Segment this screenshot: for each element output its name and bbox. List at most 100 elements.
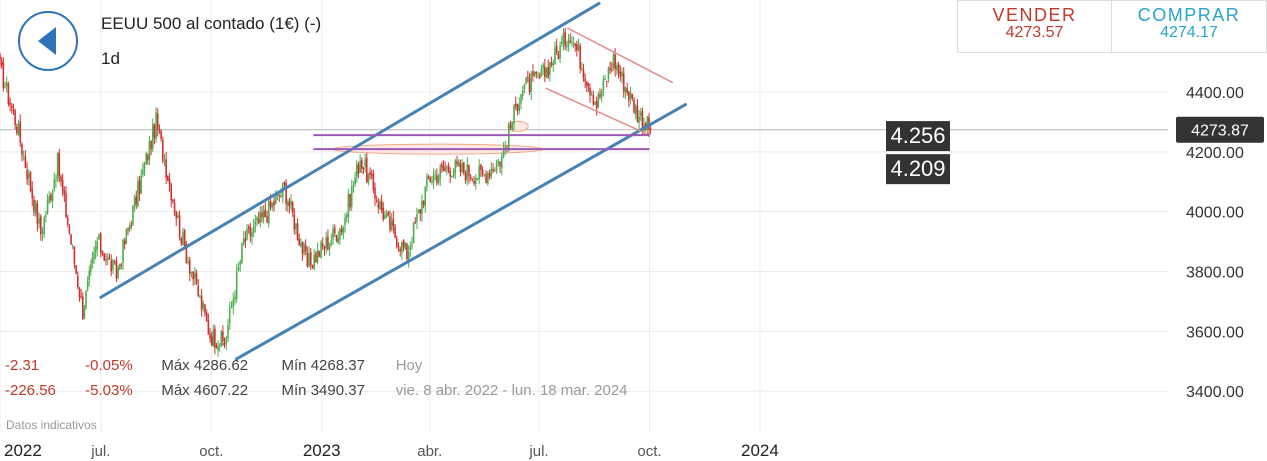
candle-body: [242, 238, 245, 244]
candle-body: [293, 214, 296, 230]
candle-body: [153, 124, 156, 139]
candle-body: [456, 160, 458, 165]
candle-body: [300, 243, 302, 246]
candle-body: [145, 153, 147, 165]
candle-body: [480, 164, 482, 170]
buy-button[interactable]: COMPRAR 4274.17: [1111, 0, 1267, 53]
candle-body: [412, 222, 415, 244]
candle-body: [170, 184, 172, 201]
candle-body: [320, 242, 322, 259]
candle-body: [333, 227, 336, 234]
candle-body: [401, 241, 403, 254]
candle-body: [330, 240, 333, 245]
candle-body: [83, 308, 86, 318]
candle-body: [71, 245, 74, 247]
candle-body: [264, 209, 267, 217]
candle-body: [452, 171, 455, 177]
candle-body: [544, 66, 546, 77]
candle-body: [115, 260, 118, 279]
candle-body: [291, 202, 294, 214]
candle-body: [395, 238, 398, 247]
time-tick-label: 2023: [303, 441, 341, 460]
candle-body: [628, 91, 630, 101]
candle-body: [533, 71, 536, 76]
candle-body: [113, 261, 116, 263]
candle-body: [122, 239, 124, 264]
candle-body: [417, 209, 420, 213]
candle-body: [142, 169, 144, 175]
candle-body: [614, 54, 616, 70]
candle-body: [78, 287, 81, 298]
candle-body: [634, 105, 637, 115]
candle-body: [352, 186, 355, 188]
timeframe-label[interactable]: 1d: [101, 49, 120, 68]
candle-body: [19, 121, 22, 143]
candle-body: [185, 243, 188, 263]
candle-body: [513, 104, 515, 124]
candle-body: [339, 229, 341, 240]
candle-body: [579, 45, 581, 69]
candle-body: [235, 271, 238, 299]
candle-body: [609, 67, 611, 70]
sell-label: VENDER: [992, 5, 1077, 25]
candle-body: [622, 73, 625, 92]
range-change-pct: -5.03%: [85, 382, 133, 399]
candle-body: [161, 140, 164, 161]
level-label: 4.209: [890, 156, 945, 181]
candle-body: [389, 216, 391, 230]
range-period: vie. 8 abr. 2022 - lun. 18 mar. 2024: [395, 382, 628, 399]
level-labels: 4.256 4.209: [886, 121, 950, 185]
candle-body: [537, 74, 539, 76]
candle-body: [199, 295, 201, 297]
candle-body: [172, 199, 174, 202]
candle-body: [619, 71, 622, 77]
candle-body: [624, 87, 627, 93]
candle-body: [273, 200, 275, 206]
candle-body: [354, 177, 356, 185]
candle-body: [501, 157, 503, 169]
candle-body: [50, 195, 52, 201]
candle-body: [283, 182, 286, 185]
candle-body: [560, 42, 563, 44]
back-button[interactable]: [18, 11, 78, 71]
candle-body: [98, 234, 100, 240]
candle-body: [392, 218, 395, 227]
candle-body: [31, 188, 34, 199]
candle-body: [361, 159, 363, 169]
candle-body: [523, 84, 526, 89]
candle-body: [576, 43, 578, 51]
candle-body: [464, 173, 467, 181]
buy-price: 4274.17: [1160, 24, 1218, 41]
candle-body: [195, 273, 198, 284]
candle-body: [421, 201, 423, 215]
candle-body: [2, 62, 5, 89]
candle-body: [197, 285, 200, 296]
candle-body: [545, 67, 548, 79]
candle-body: [36, 203, 39, 224]
candle-body: [16, 126, 18, 133]
candle-body: [454, 160, 457, 173]
candle-body: [58, 152, 61, 177]
stats-today: -2.31 -0.05% Máx 4286.62 Mín 4268.37 Hoy: [5, 357, 422, 374]
candle-body: [309, 252, 312, 265]
candle-body: [150, 140, 152, 149]
candle-body: [168, 178, 171, 184]
candle-body: [128, 225, 131, 232]
buy-label: COMPRAR: [1137, 5, 1241, 25]
candle-body: [73, 246, 76, 264]
candle-body: [549, 62, 551, 75]
candle-body: [594, 102, 596, 105]
candle-body: [340, 228, 343, 232]
candle-body: [530, 73, 533, 93]
sell-button[interactable]: VENDER 4273.57: [957, 0, 1112, 53]
candle-body: [574, 43, 576, 46]
candle-body: [278, 194, 281, 197]
candle-body: [342, 226, 345, 234]
candle-body: [474, 178, 477, 184]
candle-body: [156, 113, 159, 130]
candle-body: [105, 259, 107, 261]
candle-body: [592, 95, 595, 105]
candle-body: [7, 83, 10, 105]
candle-body: [600, 91, 603, 97]
